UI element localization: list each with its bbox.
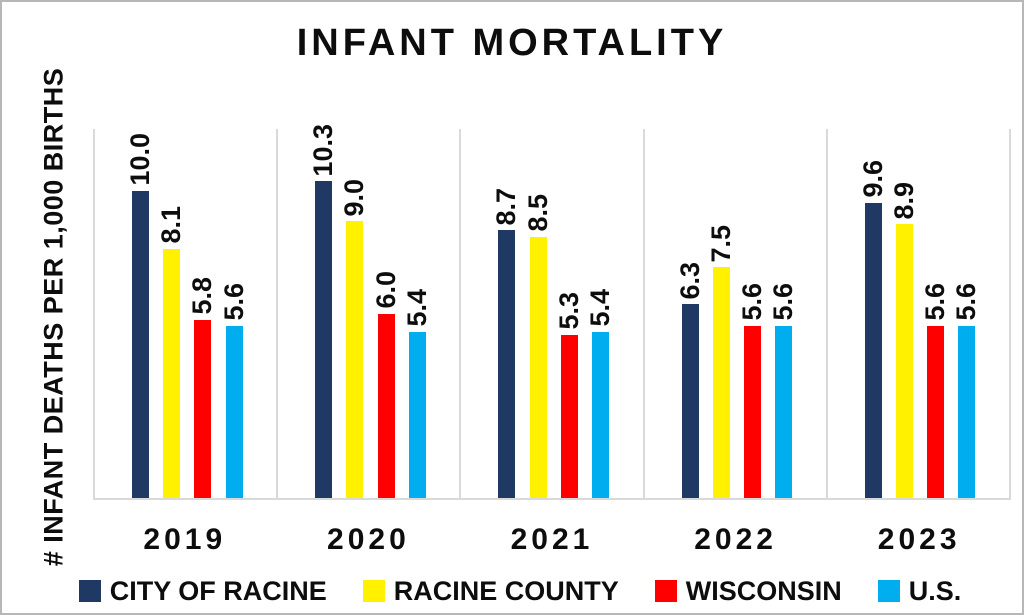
bar-value-label-wisconsin-2022: 5.6 bbox=[737, 283, 767, 321]
bar-racine-county-2021 bbox=[529, 236, 547, 498]
bar-value-label-city-of-racine-2019: 10.0 bbox=[125, 132, 155, 186]
bar-u-s-2021 bbox=[592, 331, 609, 498]
bar-value-label-racine-county-2019: 8.1 bbox=[156, 206, 187, 244]
bar-city-of-racine-2023 bbox=[864, 202, 882, 498]
x-axis: 2019 2020 2021 2022 2023 bbox=[93, 523, 1011, 557]
bar-value-label-city-of-racine-2022: 6.3 bbox=[674, 261, 705, 300]
bar-wisconsin-2022 bbox=[744, 325, 761, 498]
x-tick-2020: 2020 bbox=[327, 523, 410, 556]
x-tick-2023: 2023 bbox=[877, 523, 961, 556]
bar-value-label-wisconsin-2021: 5.3 bbox=[553, 292, 584, 331]
legend-swatch-icon-wisconsin bbox=[654, 580, 677, 602]
bar-value-label-racine-county-2023: 8.9 bbox=[889, 181, 919, 220]
bar-u-s-2020 bbox=[408, 331, 426, 498]
legend-swatch-icon-u-s bbox=[877, 580, 900, 602]
bar-value-label-city-of-racine-2020: 10.3 bbox=[308, 123, 339, 177]
bar-racine-county-2019 bbox=[163, 248, 181, 498]
bar-racine-county-2020 bbox=[346, 221, 364, 498]
bar-value-label-u-s-2022: 5.6 bbox=[768, 283, 799, 321]
chart-title: INFANT MORTALITY bbox=[296, 22, 728, 64]
bar-wisconsin-2023 bbox=[927, 325, 945, 498]
bar-value-label-wisconsin-2019: 5.8 bbox=[187, 277, 218, 315]
bar-city-of-racine-2021 bbox=[498, 230, 516, 498]
legend-label-city-of-racine: CITY OF RACINE bbox=[109, 575, 327, 606]
bar-city-of-racine-2019 bbox=[132, 190, 149, 498]
x-tick-2022: 2022 bbox=[694, 523, 777, 556]
legend-item-racine-county: RACINE COUNTY bbox=[362, 575, 619, 606]
legend-swatch-icon-city-of-racine bbox=[78, 580, 101, 602]
plot-area: 10.0 8.1 5.8 5.6 10.3 9.0 6.0 5.4 8.7 8.5 5.3 5.4 6.… bbox=[93, 124, 1012, 500]
bar-wisconsin-2020 bbox=[377, 313, 395, 498]
bar-u-s-2022 bbox=[775, 325, 793, 498]
category-group-2019: 10.0 8.1 5.8 5.6 bbox=[95, 129, 279, 498]
legend: CITY OF RACINE RACINE COUNTY WISCONSIN U.S. bbox=[32, 574, 1008, 608]
legend-label-wisconsin: WISCONSIN bbox=[685, 575, 842, 606]
bar-value-label-racine-county-2020: 9.0 bbox=[339, 178, 370, 217]
bar-value-label-wisconsin-2020: 6.0 bbox=[370, 270, 401, 309]
category-group-2023: 9.6 8.9 5.6 5.6 bbox=[828, 129, 1012, 498]
bar-value-label-u-s-2023: 5.6 bbox=[951, 283, 982, 321]
bar-u-s-2019 bbox=[225, 325, 243, 498]
bar-racine-county-2022 bbox=[712, 267, 730, 498]
bar-city-of-racine-2020 bbox=[315, 181, 333, 498]
category-group-2020: 10.3 9.0 6.0 5.4 bbox=[278, 124, 462, 498]
category-group-2021: 8.7 8.5 5.3 5.4 bbox=[461, 129, 645, 498]
legend-label-racine-county: RACINE COUNTY bbox=[393, 575, 619, 606]
bar-value-label-u-s-2019: 5.6 bbox=[218, 283, 249, 321]
bar-value-label-city-of-racine-2023: 9.6 bbox=[857, 160, 888, 198]
legend-swatch-icon-racine-county bbox=[362, 580, 385, 602]
x-tick-2021: 2021 bbox=[510, 523, 594, 556]
bar-value-label-racine-county-2021: 8.5 bbox=[522, 194, 553, 232]
bar-value-label-u-s-2020: 5.4 bbox=[401, 289, 432, 327]
legend-item-wisconsin: WISCONSIN bbox=[654, 575, 842, 606]
legend-item-city-of-racine: CITY OF RACINE bbox=[78, 575, 327, 606]
bar-u-s-2023 bbox=[958, 325, 976, 498]
bar-value-label-u-s-2021: 5.4 bbox=[585, 289, 615, 327]
bar-racine-county-2023 bbox=[896, 224, 913, 498]
legend-label-u-s: U.S. bbox=[908, 575, 962, 606]
bar-city-of-racine-2022 bbox=[681, 304, 699, 498]
x-tick-2019: 2019 bbox=[143, 523, 227, 556]
bar-value-label-city-of-racine-2021: 8.7 bbox=[491, 187, 522, 226]
category-group-2022: 6.3 7.5 5.6 5.6 bbox=[645, 129, 828, 498]
y-axis-label: # INFANT DEATHS PER 1,000 BIRTHS bbox=[38, 67, 69, 567]
bar-value-label-racine-county-2022: 7.5 bbox=[705, 224, 736, 263]
bar-wisconsin-2019 bbox=[194, 319, 212, 498]
legend-item-u-s: U.S. bbox=[877, 575, 962, 606]
bar-wisconsin-2021 bbox=[560, 335, 578, 498]
bar-value-label-wisconsin-2023: 5.6 bbox=[920, 283, 951, 321]
